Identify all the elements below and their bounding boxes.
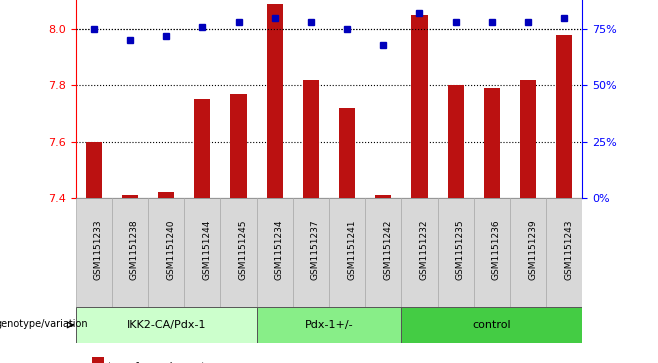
Bar [230, 94, 247, 198]
Bar [112, 198, 148, 307]
Bar [339, 108, 355, 198]
Bar [194, 99, 211, 198]
Bar [510, 198, 546, 307]
Text: genotype/variation: genotype/variation [0, 319, 88, 329]
Bar [91, 357, 104, 363]
Text: control: control [472, 320, 511, 330]
Bar [365, 198, 401, 307]
Text: GSM1151233: GSM1151233 [93, 220, 103, 281]
Text: GSM1151234: GSM1151234 [275, 220, 284, 280]
Text: GSM1151241: GSM1151241 [347, 220, 356, 280]
Text: GSM1151235: GSM1151235 [455, 220, 465, 281]
Bar [556, 34, 572, 198]
Text: transformed count: transformed count [109, 362, 205, 363]
Bar [401, 198, 438, 307]
Text: GSM1151245: GSM1151245 [238, 220, 247, 280]
Bar [520, 79, 536, 198]
Bar [86, 142, 102, 198]
Bar [158, 192, 174, 198]
Bar [303, 79, 319, 198]
Bar [546, 198, 582, 307]
Bar [220, 198, 257, 307]
Text: GSM1151237: GSM1151237 [311, 220, 320, 281]
Text: GSM1151243: GSM1151243 [565, 220, 573, 280]
Bar [401, 307, 582, 343]
Bar [411, 15, 428, 198]
Bar [375, 195, 392, 198]
Text: GSM1151236: GSM1151236 [492, 220, 501, 281]
Text: IKK2-CA/Pdx-1: IKK2-CA/Pdx-1 [126, 320, 206, 330]
Text: GSM1151240: GSM1151240 [166, 220, 175, 280]
Bar [257, 198, 293, 307]
Bar [474, 198, 510, 307]
Bar [447, 85, 464, 198]
Text: GSM1151232: GSM1151232 [420, 220, 428, 280]
Bar [148, 198, 184, 307]
Text: Pdx-1+/-: Pdx-1+/- [305, 320, 353, 330]
Bar [266, 4, 283, 198]
Text: GSM1151244: GSM1151244 [202, 220, 211, 280]
Bar [438, 198, 474, 307]
Bar [293, 198, 329, 307]
Bar [184, 198, 220, 307]
Bar [76, 198, 112, 307]
Text: GSM1151239: GSM1151239 [528, 220, 537, 281]
Bar [484, 88, 500, 198]
Text: GSM1151238: GSM1151238 [130, 220, 139, 281]
Bar [329, 198, 365, 307]
Bar [257, 307, 401, 343]
Text: GSM1151242: GSM1151242 [383, 220, 392, 280]
Bar [76, 307, 257, 343]
Bar [122, 195, 138, 198]
